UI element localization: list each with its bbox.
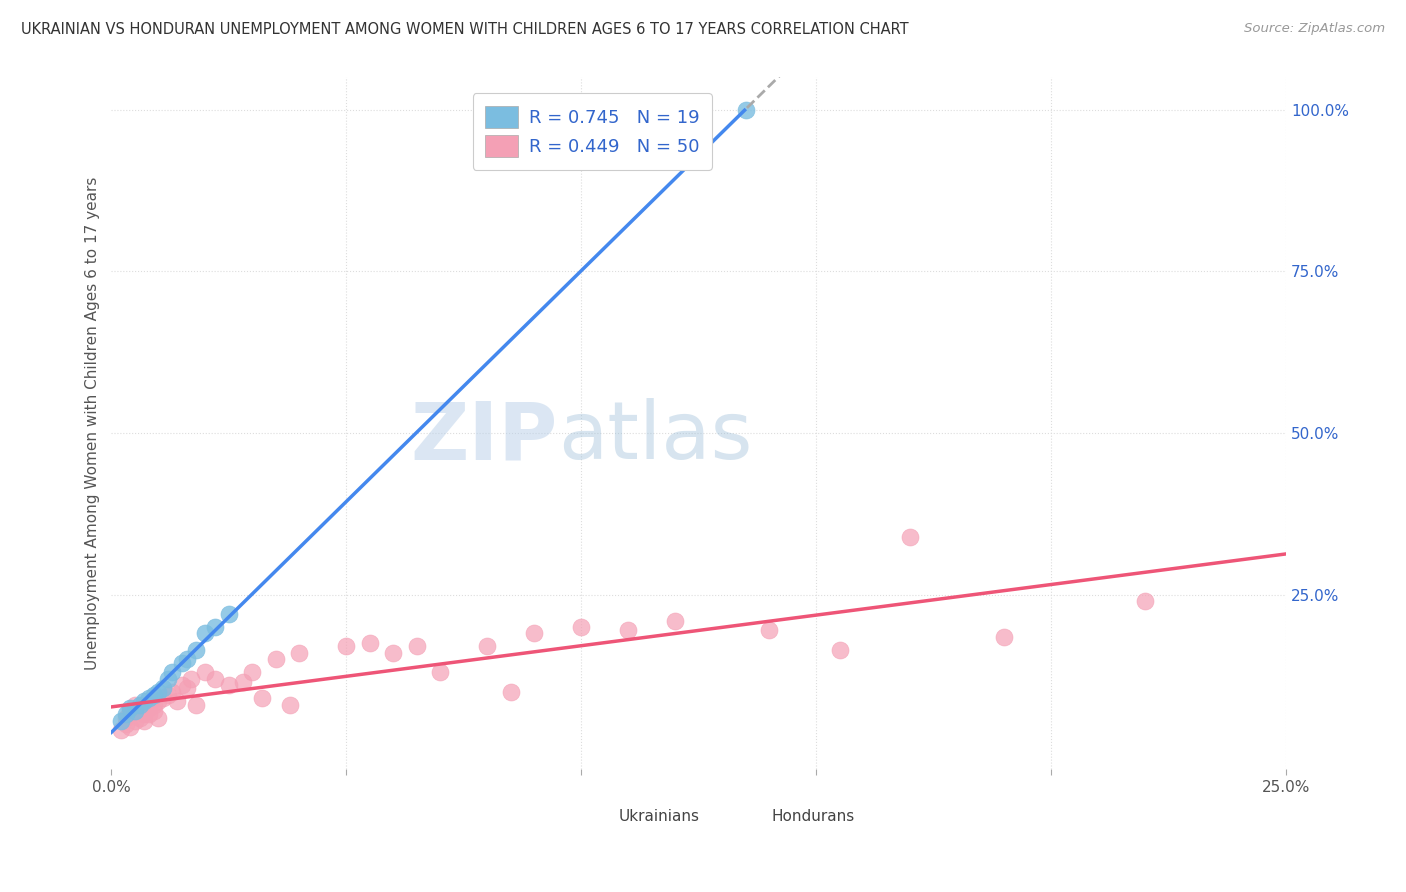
Point [128, 701, 150, 715]
Point [124, 714, 146, 728]
Point [142, 688, 165, 702]
Point [523, 626, 546, 640]
Point [120, 720, 142, 734]
Point [204, 620, 226, 634]
Point [176, 652, 198, 666]
Point [114, 710, 136, 724]
Point [176, 681, 198, 696]
Point [134, 714, 156, 728]
Point [218, 678, 240, 692]
Point [166, 694, 188, 708]
Point [734, 103, 756, 117]
Point [898, 529, 921, 543]
Point [278, 698, 301, 712]
Point [110, 723, 132, 738]
Point [120, 704, 142, 718]
Point [180, 672, 202, 686]
Text: ZIP: ZIP [411, 398, 558, 476]
Point [152, 681, 174, 696]
Point [120, 701, 142, 715]
Point [138, 701, 160, 715]
Point [148, 684, 170, 698]
Point [359, 636, 381, 650]
Point [477, 640, 499, 654]
Text: Ukrainians: Ukrainians [619, 809, 700, 824]
Point [405, 640, 427, 654]
FancyBboxPatch shape [740, 804, 766, 828]
Point [110, 714, 132, 728]
Point [184, 698, 207, 712]
Legend: R = 0.745   N = 19, R = 0.449   N = 50: R = 0.745 N = 19, R = 0.449 N = 50 [472, 94, 711, 170]
Point [156, 688, 179, 702]
Point [142, 698, 165, 712]
Point [288, 646, 311, 660]
Point [134, 707, 156, 722]
Point [1133, 594, 1156, 608]
Point [128, 698, 150, 712]
Point [184, 642, 207, 657]
Point [232, 675, 254, 690]
Point [204, 672, 226, 686]
Point [142, 704, 165, 718]
Point [617, 624, 640, 638]
Text: UKRAINIAN VS HONDURAN UNEMPLOYMENT AMONG WOMEN WITH CHILDREN AGES 6 TO 17 YEARS : UKRAINIAN VS HONDURAN UNEMPLOYMENT AMONG… [21, 22, 908, 37]
Point [569, 620, 592, 634]
Point [218, 607, 240, 621]
Text: Hondurans: Hondurans [772, 809, 855, 824]
Point [335, 640, 357, 654]
Point [138, 691, 160, 706]
Point [264, 652, 287, 666]
Point [156, 672, 179, 686]
Point [148, 710, 170, 724]
Point [134, 694, 156, 708]
Point [138, 707, 160, 722]
Point [499, 684, 522, 698]
Y-axis label: Unemployment Among Women with Children Ages 6 to 17 years: Unemployment Among Women with Children A… [86, 177, 100, 670]
Point [664, 614, 686, 628]
Point [240, 665, 263, 680]
Point [170, 656, 193, 670]
Point [124, 704, 146, 718]
Text: Source: ZipAtlas.com: Source: ZipAtlas.com [1244, 22, 1385, 36]
Point [162, 684, 184, 698]
FancyBboxPatch shape [588, 804, 613, 828]
Point [194, 626, 217, 640]
Point [382, 646, 405, 660]
Point [828, 642, 851, 657]
Point [152, 691, 174, 706]
Point [194, 665, 217, 680]
Point [114, 707, 136, 722]
Point [114, 717, 136, 731]
Point [250, 691, 273, 706]
Point [124, 698, 146, 712]
Point [162, 665, 184, 680]
Point [993, 630, 1015, 644]
Point [170, 678, 193, 692]
Point [758, 624, 780, 638]
Text: atlas: atlas [558, 398, 752, 476]
Point [128, 710, 150, 724]
Point [429, 665, 451, 680]
Point [148, 694, 170, 708]
